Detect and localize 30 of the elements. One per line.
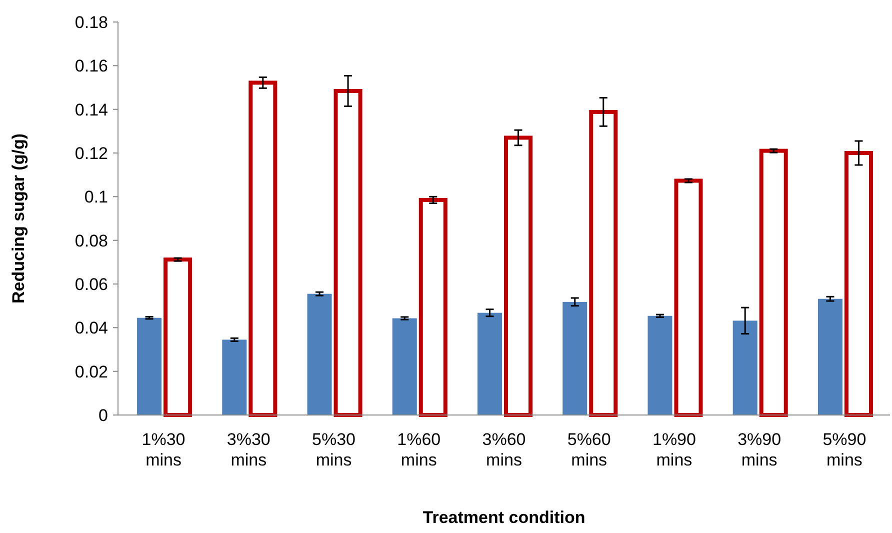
bar (477, 312, 502, 415)
bar (222, 340, 247, 415)
x-axis-title: Treatment condition (422, 508, 586, 527)
x-tick-label: 1%60 mins (397, 430, 441, 470)
bar (137, 318, 162, 415)
y-tick-label: 0.1 (84, 188, 108, 207)
y-tick-label: 0.02 (74, 362, 108, 382)
y-tick-label: 0.16 (74, 56, 108, 76)
y-tick-label: 0 (98, 406, 108, 425)
bar (392, 318, 417, 415)
y-tick-label: 0.06 (74, 274, 108, 294)
y-tick-label: 0.12 (74, 144, 108, 163)
bar (818, 298, 842, 415)
x-tick-label: 3%60 mins (482, 430, 526, 470)
bar (307, 294, 332, 415)
bar (732, 320, 758, 415)
y-tick-label: 0.14 (74, 100, 108, 120)
y-tick-label: 0.08 (74, 231, 108, 250)
x-tick-label: 3%30 mins (226, 430, 270, 470)
x-tick-label: 5%90 mins (822, 430, 866, 470)
x-tick-label: 1%90 mins (652, 430, 696, 470)
x-tick-label: 3%90 mins (738, 430, 782, 470)
x-tick-label: 5%60 mins (567, 430, 611, 470)
x-tick-label: 1%30 mins (142, 430, 186, 470)
bar (648, 316, 672, 415)
y-axis-title: Reducing sugar (g/g) (9, 134, 28, 304)
bar (562, 302, 588, 415)
x-tick-label: 5%30 mins (312, 430, 356, 470)
y-tick-label: 0.18 (74, 12, 108, 32)
y-tick-label: 0.04 (74, 318, 108, 338)
